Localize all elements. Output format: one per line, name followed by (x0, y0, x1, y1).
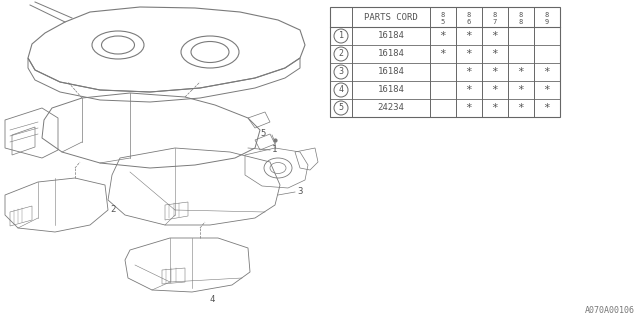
Text: 4: 4 (339, 85, 344, 94)
Text: 4: 4 (210, 295, 216, 305)
Text: 5: 5 (441, 19, 445, 25)
Text: 8: 8 (545, 12, 549, 18)
Text: 2: 2 (339, 50, 344, 59)
Text: 7: 7 (493, 19, 497, 25)
Text: 8: 8 (441, 12, 445, 18)
Text: *: * (492, 49, 499, 59)
Text: 5: 5 (339, 103, 344, 113)
Text: 8: 8 (467, 12, 471, 18)
Text: *: * (518, 67, 524, 77)
Text: 16184: 16184 (378, 50, 404, 59)
Text: *: * (492, 67, 499, 77)
Text: 8: 8 (519, 12, 523, 18)
Text: 16184: 16184 (378, 85, 404, 94)
Bar (330, 7, 560, 117)
Text: *: * (492, 103, 499, 113)
Text: *: * (518, 85, 524, 95)
Text: 1: 1 (339, 31, 344, 41)
Text: 8: 8 (519, 19, 523, 25)
Text: *: * (543, 85, 550, 95)
Text: PARTS CORD: PARTS CORD (364, 12, 418, 21)
Text: 1: 1 (272, 146, 277, 155)
Text: *: * (492, 31, 499, 41)
Text: 3: 3 (339, 68, 344, 76)
Text: *: * (440, 49, 446, 59)
Text: 24234: 24234 (378, 103, 404, 113)
Text: 9: 9 (545, 19, 549, 25)
Text: A070A00106: A070A00106 (585, 306, 635, 315)
Text: *: * (518, 103, 524, 113)
Text: 2: 2 (110, 205, 115, 214)
Text: *: * (466, 85, 472, 95)
Text: *: * (466, 103, 472, 113)
Text: 6: 6 (467, 19, 471, 25)
Text: *: * (466, 31, 472, 41)
Text: 3: 3 (297, 188, 302, 196)
Text: *: * (466, 49, 472, 59)
Text: *: * (543, 67, 550, 77)
Text: *: * (492, 85, 499, 95)
Text: *: * (466, 67, 472, 77)
Text: *: * (440, 31, 446, 41)
Text: 5: 5 (260, 129, 266, 138)
Text: 16184: 16184 (378, 68, 404, 76)
Text: 16184: 16184 (378, 31, 404, 41)
Text: 8: 8 (493, 12, 497, 18)
Text: *: * (543, 103, 550, 113)
